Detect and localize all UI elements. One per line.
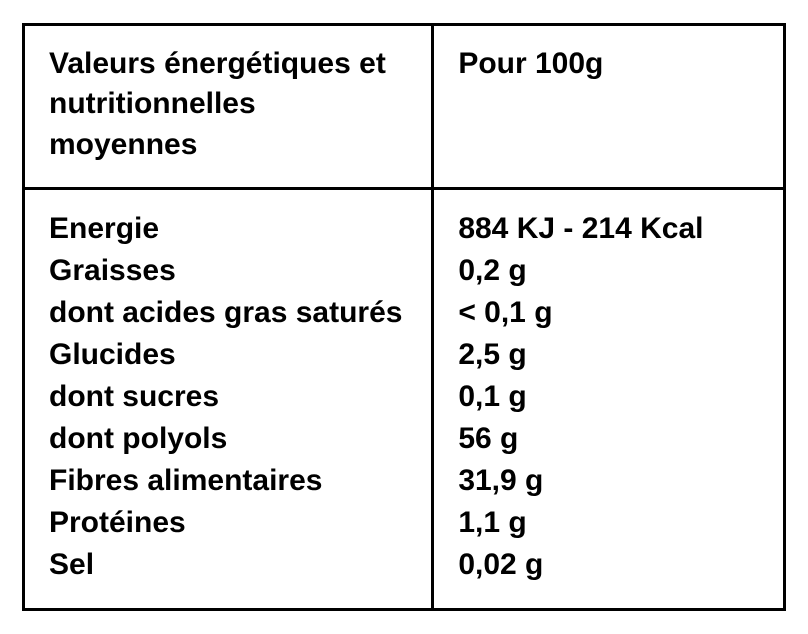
table-header-row: Valeurs énergétiques et nutritionnelles … — [25, 26, 783, 191]
row-label: Graisses — [49, 250, 411, 292]
row-label: Protéines — [49, 502, 411, 544]
row-value: 0,02 g — [458, 544, 763, 586]
header-value-text: Pour 100g — [458, 44, 763, 85]
row-label: Fibres alimentaires — [49, 460, 411, 502]
row-label: Sel — [49, 544, 411, 586]
header-cell-value: Pour 100g — [434, 26, 783, 188]
row-value: 1,1 g — [458, 502, 763, 544]
row-value: 31,9 g — [458, 460, 763, 502]
row-value: 56 g — [458, 418, 763, 460]
row-label: dont sucres — [49, 376, 411, 418]
table-body-row: EnergieGraissesdont acides gras saturésG… — [25, 190, 783, 608]
header-cell-label: Valeurs énergétiques et nutritionnelles … — [25, 26, 434, 188]
row-label: Energie — [49, 208, 411, 250]
row-value: 0,1 g — [458, 376, 763, 418]
row-label: dont polyols — [49, 418, 411, 460]
row-label: Glucides — [49, 334, 411, 376]
row-label: dont acides gras saturés — [49, 292, 411, 334]
row-value: 884 KJ - 214 Kcal — [458, 208, 763, 250]
body-cell-labels: EnergieGraissesdont acides gras saturésG… — [25, 190, 434, 608]
row-value: 2,5 g — [458, 334, 763, 376]
row-value: < 0,1 g — [458, 292, 763, 334]
header-label-text: Valeurs énergétiques et nutritionnelles … — [49, 44, 411, 166]
row-value: 0,2 g — [458, 250, 763, 292]
nutrition-table: Valeurs énergétiques et nutritionnelles … — [22, 23, 786, 612]
body-cell-values: 884 KJ - 214 Kcal0,2 g< 0,1 g2,5 g0,1 g5… — [434, 190, 783, 608]
